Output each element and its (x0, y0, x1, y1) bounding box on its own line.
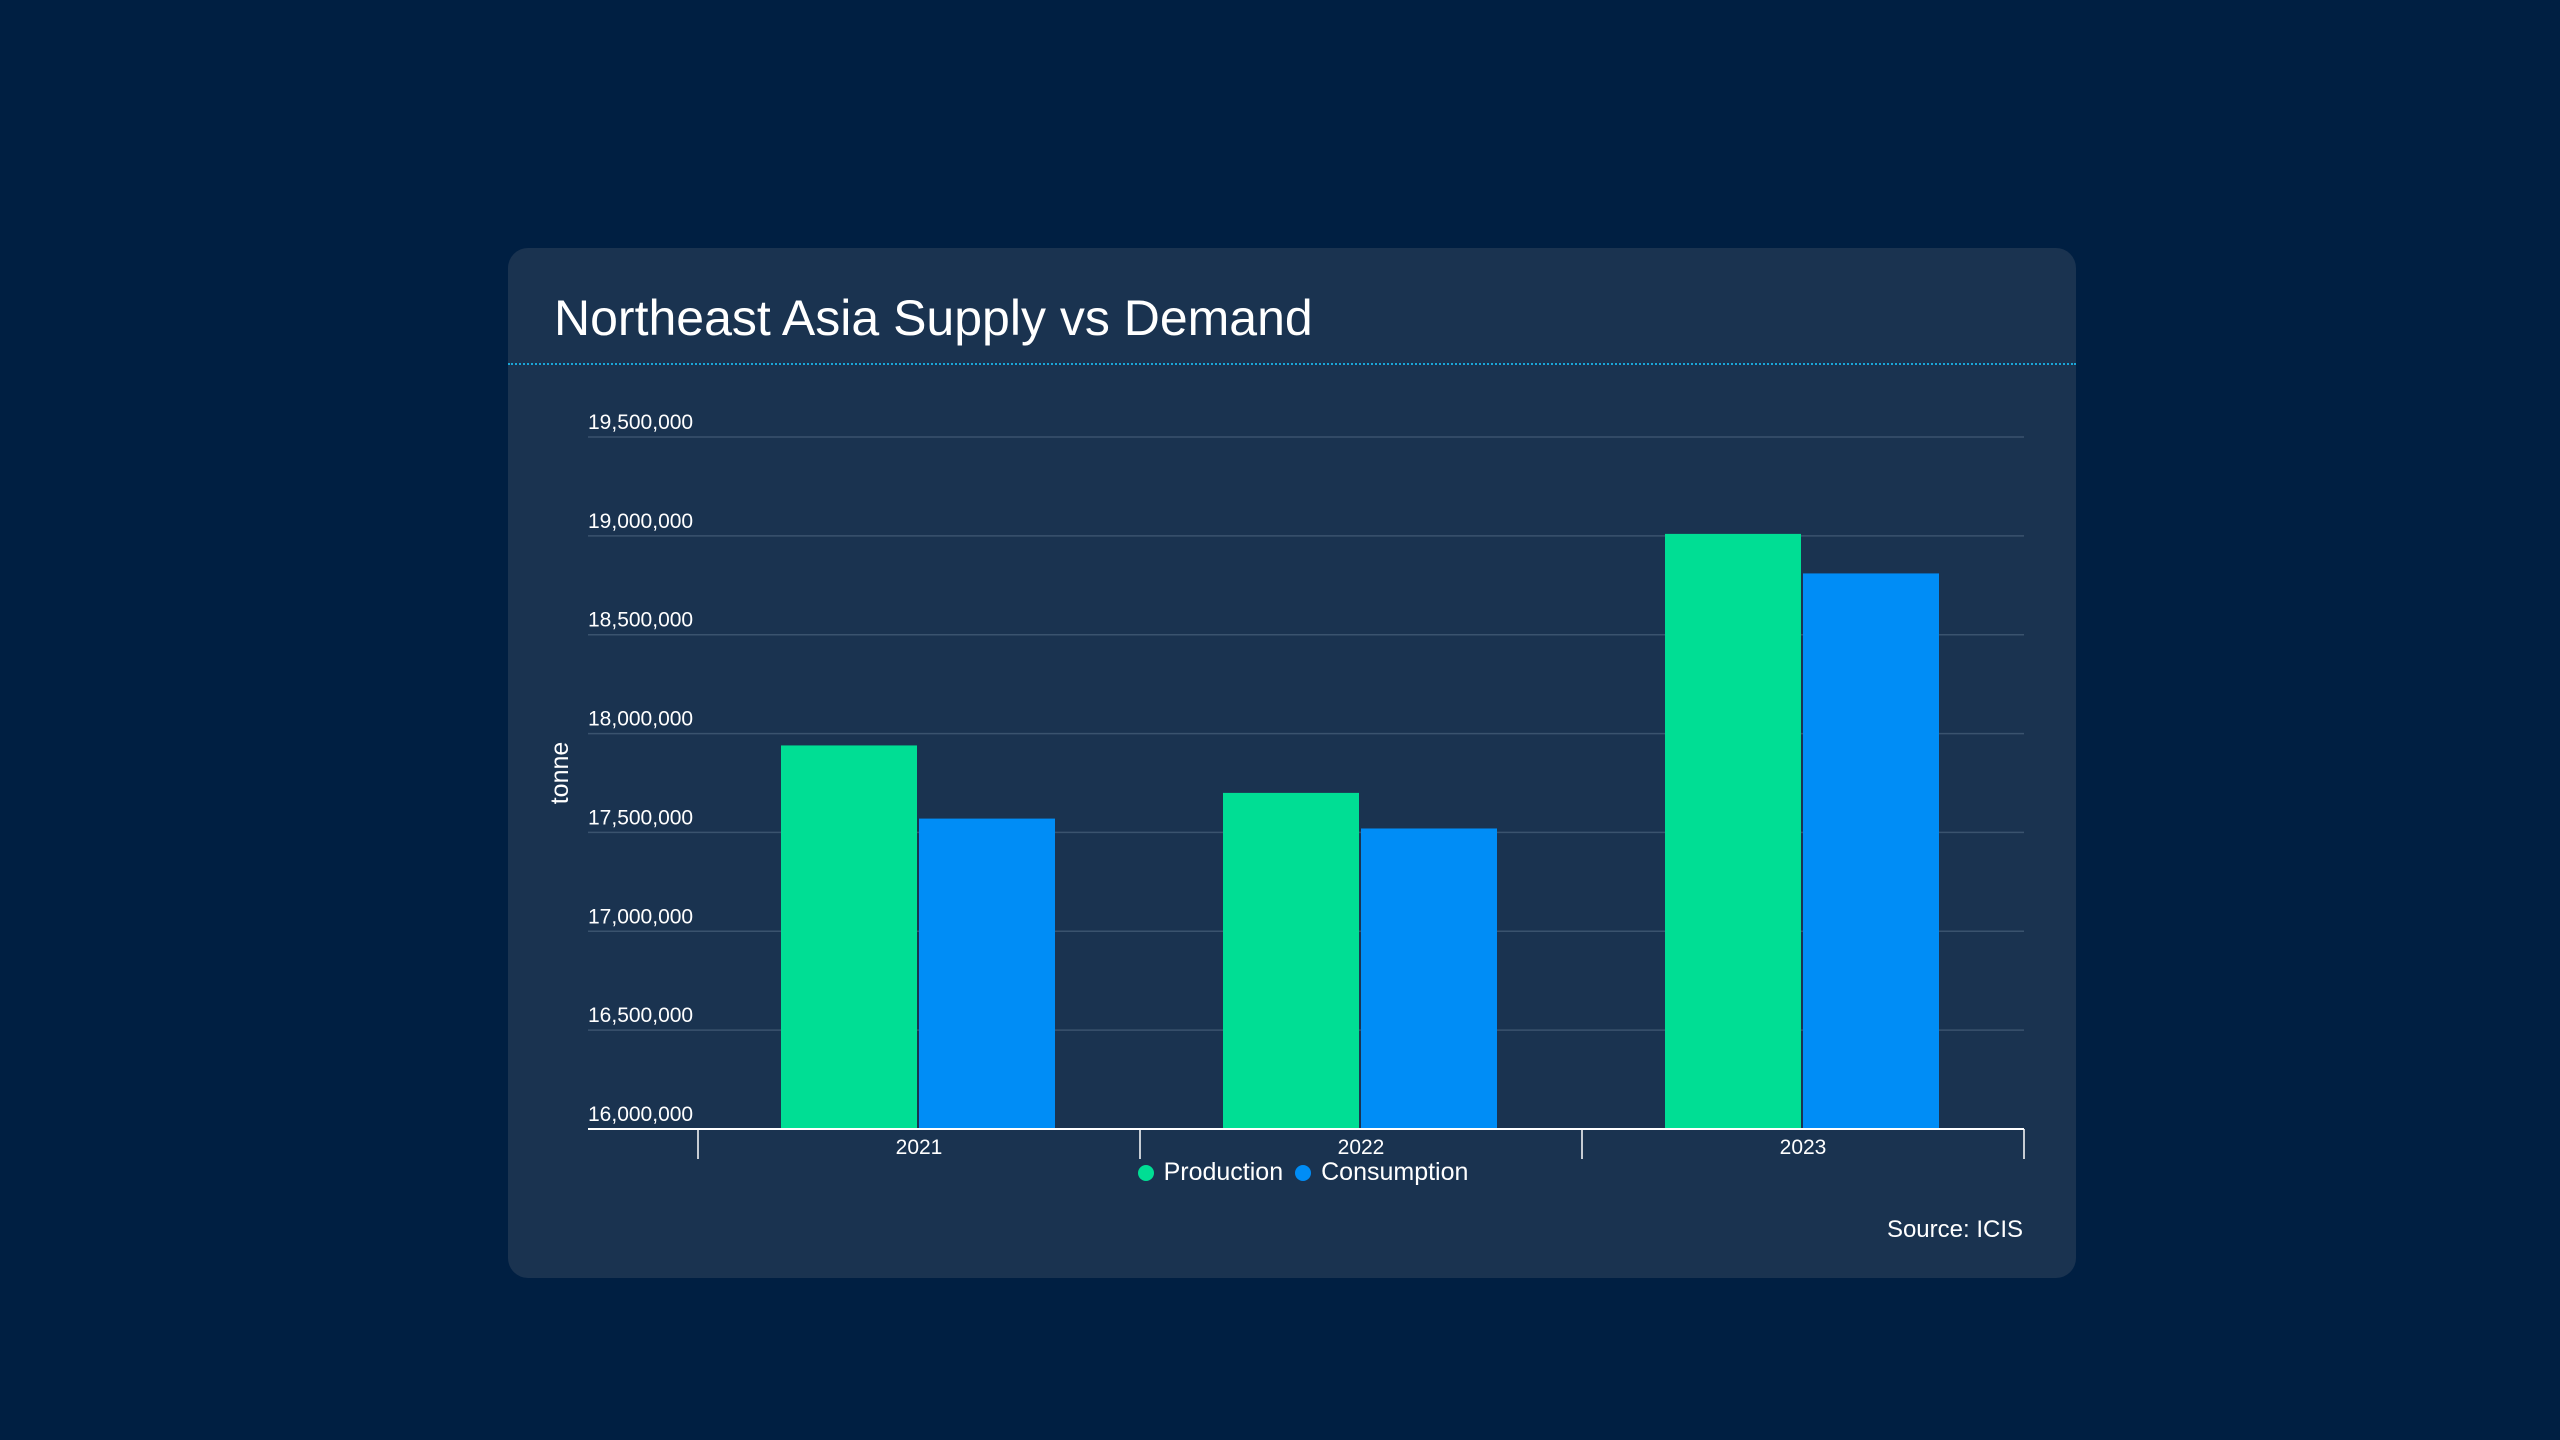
x-tick-label: 2023 (1780, 1136, 1827, 1159)
y-tick-label: 17,000,000 (588, 905, 693, 928)
chart-card: Northeast Asia Supply vs Demand 16,000,0… (508, 248, 2076, 1278)
x-tick-label: 2022 (1338, 1136, 1385, 1159)
y-tick-label: 16,500,000 (588, 1004, 693, 1027)
legend-label-production: Production (1163, 1158, 1284, 1186)
legend-item-production[interactable]: Production (1137, 1158, 1284, 1187)
bars (781, 533, 1939, 1129)
chart-title: Northeast Asia Supply vs Demand (554, 290, 1313, 346)
y-tick-label: 19,000,000 (588, 510, 693, 533)
bar-consumption-2021 (919, 818, 1055, 1129)
title-divider (508, 363, 2076, 365)
y-axis-title: tonne (546, 742, 574, 805)
y-tick-label: 18,000,000 (588, 708, 693, 731)
axes (588, 1128, 2025, 1159)
legend-item-consumption[interactable]: Consumption (1295, 1158, 1468, 1187)
bar-consumption-2022 (1361, 828, 1497, 1129)
bar-consumption-2023 (1803, 573, 1939, 1129)
y-tick-label: 18,500,000 (588, 609, 693, 632)
y-tick-label: 19,500,000 (588, 411, 693, 434)
x-tick-label: 2021 (896, 1136, 943, 1159)
y-tick-label: 17,500,000 (588, 806, 693, 829)
source-note: Source: ICIS (1886, 1216, 2023, 1243)
legend-swatch-consumption (1295, 1164, 1312, 1181)
bar-production-2023 (1665, 533, 1801, 1129)
legend-label-consumption: Consumption (1321, 1158, 1469, 1186)
bar-production-2022 (1223, 792, 1359, 1129)
bar-chart: 16,000,000 16,500,000 17,000,000 17,500,000… (546, 411, 2025, 1159)
bar-production-2021 (781, 745, 917, 1129)
tick-labels: 16,000,000 16,500,000 17,000,000 17,500,000… (546, 411, 1826, 1159)
y-tick-label: 16,000,000 (588, 1103, 693, 1126)
legend-swatch-production (1137, 1164, 1154, 1181)
